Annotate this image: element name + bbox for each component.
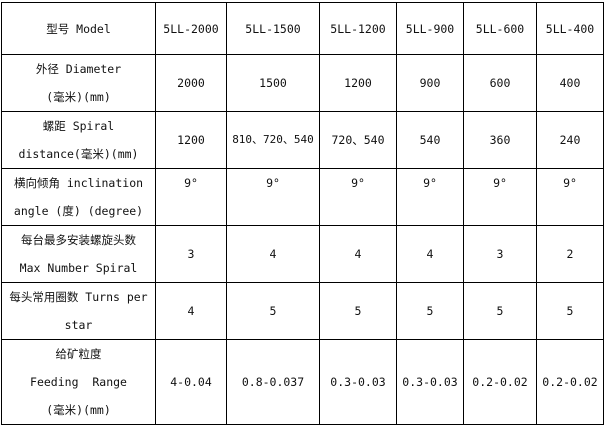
table-row-spiral-distance: 螺距 Spiral distance(毫米)(mm) 1200 810、720、5… bbox=[1, 111, 604, 169]
cell: 1200 bbox=[155, 111, 227, 169]
cell: 3 bbox=[155, 225, 227, 283]
cell: 1200 bbox=[319, 54, 397, 112]
label-line: 外径 Diameter bbox=[35, 62, 122, 76]
cell: 720、540 bbox=[319, 111, 397, 169]
row-label: 横向倾角 inclination angle (度) (degree) bbox=[1, 168, 156, 226]
cell: 360 bbox=[463, 111, 537, 169]
cell: 5 bbox=[536, 282, 604, 340]
label-line: angle (度) (degree) bbox=[13, 204, 144, 218]
model-header: 型号 Model bbox=[1, 2, 156, 55]
cell: 540 bbox=[396, 111, 464, 169]
row-label: 给矿粒度 Feeding Range (毫米)(mm) bbox=[1, 339, 156, 425]
cell: 5 bbox=[319, 282, 397, 340]
model-5ll-900: 5LL-900 bbox=[396, 2, 464, 55]
label-line: 每头常用圈数 Turns per bbox=[9, 290, 148, 304]
cell: 810、720、540 bbox=[226, 111, 320, 169]
cell: 4 bbox=[226, 225, 320, 283]
cell: 9° bbox=[396, 168, 464, 226]
label-line: (毫米)(mm) bbox=[46, 90, 111, 104]
model-5ll-600: 5LL-600 bbox=[463, 2, 537, 55]
cell: 5 bbox=[226, 282, 320, 340]
label-line: (毫米)(mm) bbox=[46, 403, 111, 417]
model-5ll-1200: 5LL-1200 bbox=[319, 2, 397, 55]
cell: 400 bbox=[536, 54, 604, 112]
model-5ll-400: 5LL-400 bbox=[536, 2, 604, 55]
label-line: 每台最多安装螺旋头数 bbox=[21, 233, 136, 247]
cell: 0.2-0.02 bbox=[536, 339, 604, 425]
model-5ll-1500: 5LL-1500 bbox=[226, 2, 320, 55]
cell: 600 bbox=[463, 54, 537, 112]
cell: 4 bbox=[319, 225, 397, 283]
cell: 9° bbox=[463, 168, 537, 226]
row-label: 每台最多安装螺旋头数 Max Number Spiral bbox=[1, 225, 156, 283]
row-label: 螺距 Spiral distance(毫米)(mm) bbox=[1, 111, 156, 169]
label-line: 给矿粒度 bbox=[55, 347, 102, 361]
cell: 4 bbox=[155, 282, 227, 340]
table-row-inclination: 横向倾角 inclination angle (度) (degree) 9° 9°… bbox=[1, 168, 604, 226]
cell: 5 bbox=[463, 282, 537, 340]
cell: 900 bbox=[396, 54, 464, 112]
label-line: distance(毫米)(mm) bbox=[18, 147, 139, 161]
cell: 3 bbox=[463, 225, 537, 283]
cell: 9° bbox=[226, 168, 320, 226]
cell: 9° bbox=[536, 168, 604, 226]
cell: 9° bbox=[155, 168, 227, 226]
cell: 1500 bbox=[226, 54, 320, 112]
table-row-turns: 每头常用圈数 Turns per star 4 5 5 5 5 5 bbox=[1, 282, 604, 340]
cell: 4-0.04 bbox=[155, 339, 227, 425]
cell: 4 bbox=[396, 225, 464, 283]
row-label: 每头常用圈数 Turns per star bbox=[1, 282, 156, 340]
cell: 240 bbox=[536, 111, 604, 169]
model-5ll-2000: 5LL-2000 bbox=[155, 2, 227, 55]
cell: 0.2-0.02 bbox=[463, 339, 537, 425]
label-line: Max Number Spiral bbox=[19, 261, 138, 275]
table-row-diameter: 外径 Diameter (毫米)(mm) 2000 1500 1200 900 6… bbox=[1, 54, 604, 112]
label-line: star bbox=[64, 318, 93, 332]
label-line: 横向倾角 inclination bbox=[13, 176, 144, 190]
table-row-max-spiral: 每台最多安装螺旋头数 Max Number Spiral 3 4 4 4 3 2 bbox=[1, 225, 604, 283]
cell: 0.3-0.03 bbox=[396, 339, 464, 425]
cell: 0.8-0.037 bbox=[226, 339, 320, 425]
cell: 5 bbox=[396, 282, 464, 340]
cell: 2000 bbox=[155, 54, 227, 112]
label-line: 螺距 Spiral bbox=[42, 119, 115, 133]
row-label: 外径 Diameter (毫米)(mm) bbox=[1, 54, 156, 112]
cell: 0.3-0.03 bbox=[319, 339, 397, 425]
header-row: 型号 Model 5LL-2000 5LL-1500 5LL-1200 5LL-… bbox=[1, 2, 604, 55]
cell: 9° bbox=[319, 168, 397, 226]
cell: 2 bbox=[536, 225, 604, 283]
table-row-feeding-range: 给矿粒度 Feeding Range (毫米)(mm) 4-0.04 0.8-0.0… bbox=[1, 339, 604, 425]
label-line: Feeding Range bbox=[30, 375, 127, 389]
